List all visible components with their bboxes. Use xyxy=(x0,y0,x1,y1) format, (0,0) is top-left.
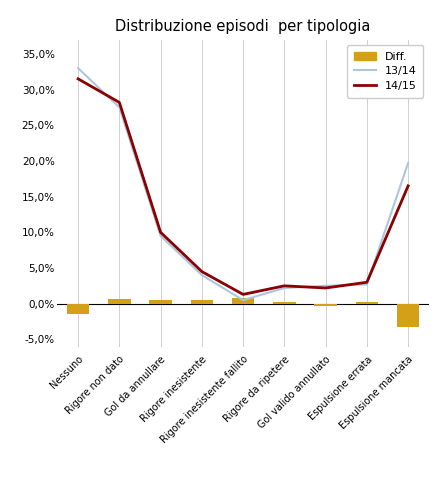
Bar xyxy=(397,303,419,327)
Bar xyxy=(355,301,378,303)
Legend: Diff., 13/14, 14/15: Diff., 13/14, 14/15 xyxy=(347,45,423,98)
Bar xyxy=(67,303,89,314)
Bar xyxy=(314,303,337,306)
Bar xyxy=(108,298,131,303)
Bar xyxy=(149,300,172,303)
Bar xyxy=(191,300,213,303)
Bar xyxy=(273,301,296,303)
Bar xyxy=(232,298,255,303)
Title: Distribuzione episodi  per tipologia: Distribuzione episodi per tipologia xyxy=(115,19,371,34)
